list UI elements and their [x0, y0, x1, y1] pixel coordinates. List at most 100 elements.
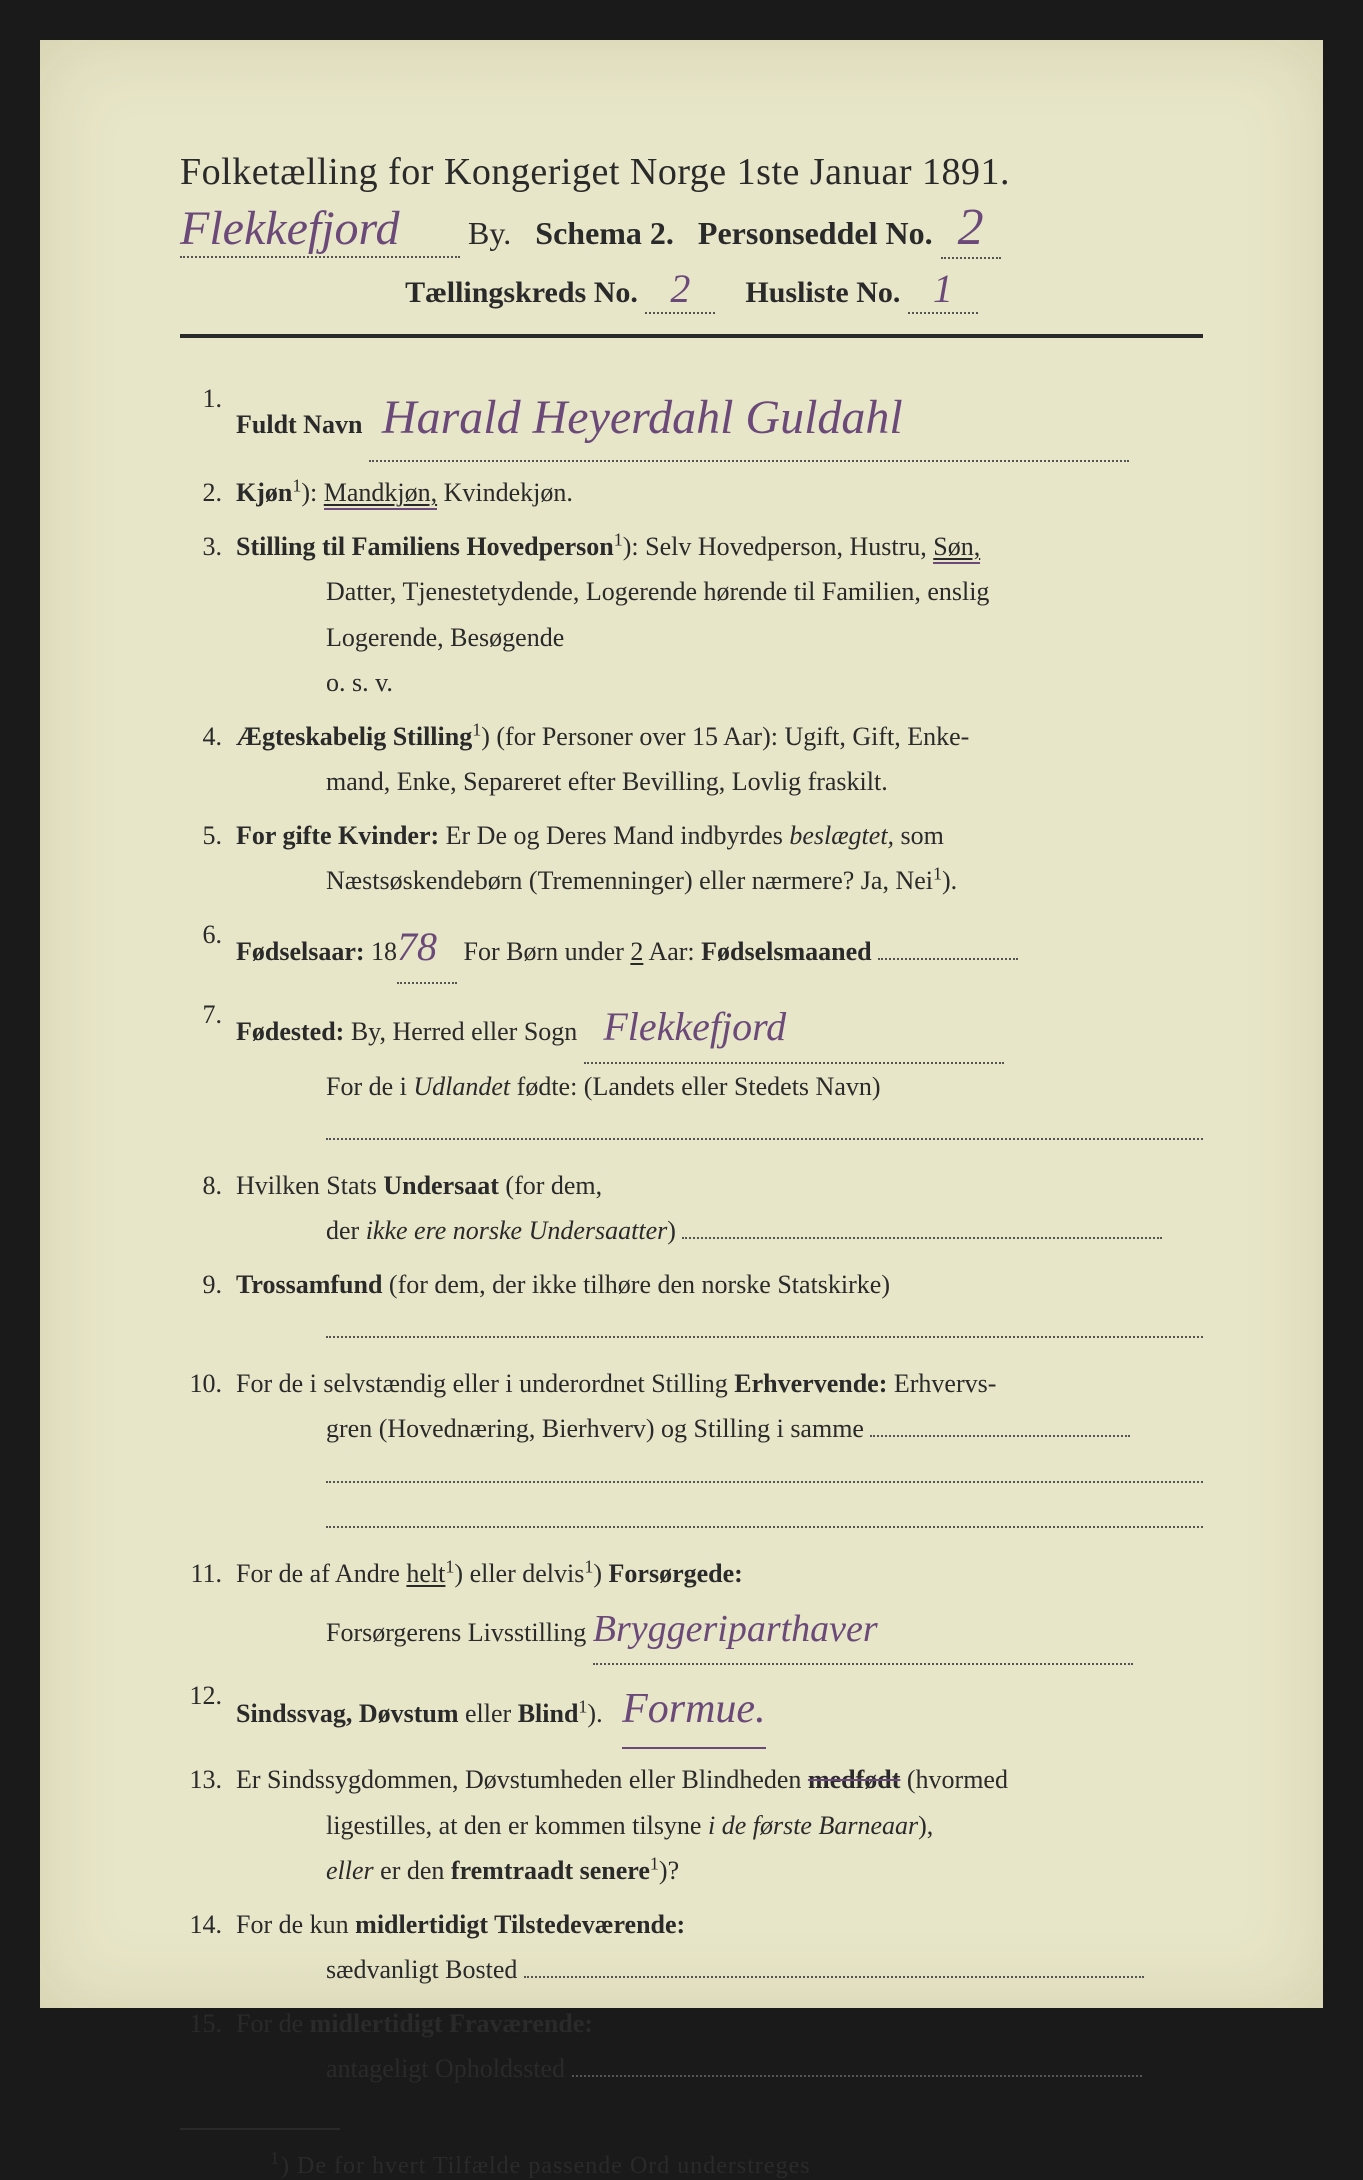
- q1: 1. Fuldt Navn Harald Heyerdahl Guldahl: [180, 376, 1203, 462]
- q11-cont: Forsørgerens Livsstilling Bryggeripartha…: [236, 1596, 1203, 1665]
- q11-value: Bryggeriparthaver: [593, 1596, 878, 1663]
- q5-cont1: Næstsøskendebørn (Tremenninger) eller næ…: [326, 866, 933, 895]
- form-subtitle-1: Flekkefjord By. Schema 2. Personseddel N…: [180, 198, 1203, 259]
- q11-text-a: For de af Andre: [236, 1559, 406, 1588]
- q8-text-a: Hvilken Stats: [236, 1171, 383, 1200]
- q5-ital: beslægtet,: [789, 821, 894, 850]
- q12-num: 12.: [180, 1673, 236, 1750]
- q8-cont1b: ): [667, 1216, 676, 1245]
- q4-body: Ægteskabelig Stilling1) (for Personer ov…: [236, 714, 1203, 805]
- q8-bold: Undersaat: [383, 1171, 499, 1200]
- personseddel-no: 2: [958, 198, 984, 257]
- kreds-no-field: 2: [645, 265, 715, 314]
- q13-cont2ital: eller: [326, 1856, 374, 1885]
- q3-cont1: Datter, Tjenestetydende, Logerende høren…: [236, 569, 1203, 615]
- q3-body: Stilling til Familiens Hovedperson1): Se…: [236, 524, 1203, 706]
- q7-body: Fødested: By, Herred eller Sogn Flekkefj…: [236, 992, 1203, 1155]
- q7: 7. Fødested: By, Herred eller Sogn Flekk…: [180, 992, 1203, 1155]
- q11-sup2: 1: [584, 1556, 593, 1576]
- form-header: Folketælling for Kongeriget Norge 1ste J…: [180, 150, 1203, 314]
- q1-num: 1.: [180, 376, 236, 462]
- q2-body: Kjøn1): Mandkjøn, Kvindekjøn.: [236, 470, 1203, 516]
- q6-text2: For Børn under: [457, 937, 630, 966]
- husliste-no-field: 1: [908, 265, 978, 314]
- q3-cont2: Logerende, Besøgende: [236, 615, 1203, 661]
- q13: 13. Er Sindssygdommen, Døvstumheden elle…: [180, 1757, 1203, 1894]
- q5-num: 5.: [180, 813, 236, 904]
- q14-bold: midlertidigt Tilstedeværende:: [355, 1910, 685, 1939]
- q5-label: For gifte Kvinder:: [236, 821, 439, 850]
- q12-bold2: Blind: [518, 1699, 579, 1728]
- q13-cont1: ligestilles, at den er kommen tilsyne i …: [236, 1803, 1203, 1849]
- q15-blank: [572, 2075, 1142, 2077]
- q7-num: 7.: [180, 992, 236, 1155]
- q15-bold: midlertidigt Fraværende:: [310, 2009, 593, 2038]
- q9-text: (for dem, der ikke tilhøre den norske St…: [382, 1270, 890, 1299]
- q13-text-a: Er Sindssygdommen, Døvstumheden eller Bl…: [236, 1765, 808, 1794]
- q6-body: Fødselsaar: 1878 For Børn under 2 Aar: F…: [236, 912, 1203, 984]
- q8-cont: der ikke ere norske Undersaatter): [236, 1208, 1203, 1254]
- q7-place-field: Flekkefjord: [584, 992, 1004, 1064]
- q2-sup: 1: [292, 475, 301, 495]
- questions: 1. Fuldt Navn Harald Heyerdahl Guldahl 2…: [180, 376, 1203, 2092]
- q5-cont: Næstsøskendebørn (Tremenninger) eller næ…: [236, 858, 1203, 904]
- personseddel-label: Personseddel No.: [698, 215, 933, 251]
- form-title: Folketælling for Kongeriget Norge 1ste J…: [180, 150, 1203, 194]
- q12-text: eller: [459, 1699, 518, 1728]
- q9: 9. Trossamfund (for dem, der ikke tilhør…: [180, 1262, 1203, 1353]
- q2-opt-mand: Mandkjøn,: [324, 478, 437, 510]
- q5: 5. For gifte Kvinder: Er De og Deres Man…: [180, 813, 1203, 904]
- q5-end: ).: [942, 866, 957, 895]
- personseddel-no-field: 2: [941, 198, 1001, 259]
- by-label: By.: [468, 215, 511, 251]
- q14-text-a: For de kun: [236, 1910, 355, 1939]
- q12-end: ).: [587, 1699, 602, 1728]
- footnote-text: ) De for hvert Tilfælde passende Ord und…: [281, 2153, 811, 2179]
- q13-cont2b: )?: [659, 1856, 679, 1885]
- q8-body: Hvilken Stats Undersaat (for dem, der ik…: [236, 1163, 1203, 1254]
- q3-num: 3.: [180, 524, 236, 706]
- q12-bold: Sindssvag, Døvstum: [236, 1699, 459, 1728]
- q11-text-b: ) eller delvis: [454, 1559, 584, 1588]
- q13-cont2a: er den: [374, 1856, 451, 1885]
- q2-opt-kvinde: Kvindekjøn.: [444, 478, 573, 507]
- q2: 2. Kjøn1): Mandkjøn, Kvindekjøn.: [180, 470, 1203, 516]
- q3-cont3: o. s. v.: [236, 660, 1203, 706]
- q6-month-field: [878, 958, 1018, 960]
- q13-num: 13.: [180, 1757, 236, 1894]
- q3-opt-son: Søn,: [933, 532, 980, 564]
- q14-blank: [524, 1976, 1144, 1978]
- q5-sup: 1: [933, 863, 942, 883]
- q1-label: Fuldt Navn: [236, 410, 362, 439]
- footnote: 1) De for hvert Tilfælde passende Ord un…: [180, 2148, 1203, 2180]
- q1-value: Harald Heyerdahl Guldahl: [382, 376, 903, 460]
- q3-label: Stilling til Familiens Hovedperson: [236, 532, 614, 561]
- q11-u1: helt: [406, 1559, 445, 1588]
- q3-opts-a: Selv Hovedperson, Hustru,: [645, 532, 933, 561]
- q15: 15. For de midlertidigt Fraværende: anta…: [180, 2001, 1203, 2092]
- q7-label: Fødested:: [236, 1017, 344, 1046]
- q10-text-a: For de i selvstændig eller i underordnet…: [236, 1369, 734, 1398]
- q11-cont-label: Forsørgerens Livsstilling: [326, 1618, 586, 1647]
- form-subtitle-2: Tællingskreds No. 2 Husliste No. 1: [180, 265, 1203, 314]
- q8-cont1ital: ikke ere norske Undersaatter: [366, 1216, 668, 1245]
- q14-num: 14.: [180, 1902, 236, 1993]
- q7-place: Flekkefjord: [603, 992, 786, 1062]
- q2-label: Kjøn: [236, 478, 292, 507]
- kreds-no: 2: [670, 265, 690, 312]
- q8-text-b: (for dem,: [499, 1171, 602, 1200]
- q10-num: 10.: [180, 1361, 236, 1543]
- q5-text2: som: [894, 821, 944, 850]
- q4: 4. Ægteskabelig Stilling1) (for Personer…: [180, 714, 1203, 805]
- q15-body: For de midlertidigt Fraværende: antageli…: [236, 2001, 1203, 2092]
- q10-cont: gren (Hovednæring, Bierhverv) og Stillin…: [236, 1406, 1203, 1452]
- q5-text: Er De og Deres Mand indbyrdes: [439, 821, 789, 850]
- q9-blank: [326, 1336, 1203, 1338]
- q10-text-b: Erhvervs-: [887, 1369, 996, 1398]
- header-rule: [180, 334, 1203, 338]
- q6-year: 78: [397, 912, 437, 982]
- q6-text3: Aar:: [643, 937, 701, 966]
- q10-blank3: [326, 1526, 1203, 1528]
- q14-body: For de kun midlertidigt Tilstedeværende:…: [236, 1902, 1203, 1993]
- q11-value-field: Bryggeriparthaver: [593, 1596, 1133, 1665]
